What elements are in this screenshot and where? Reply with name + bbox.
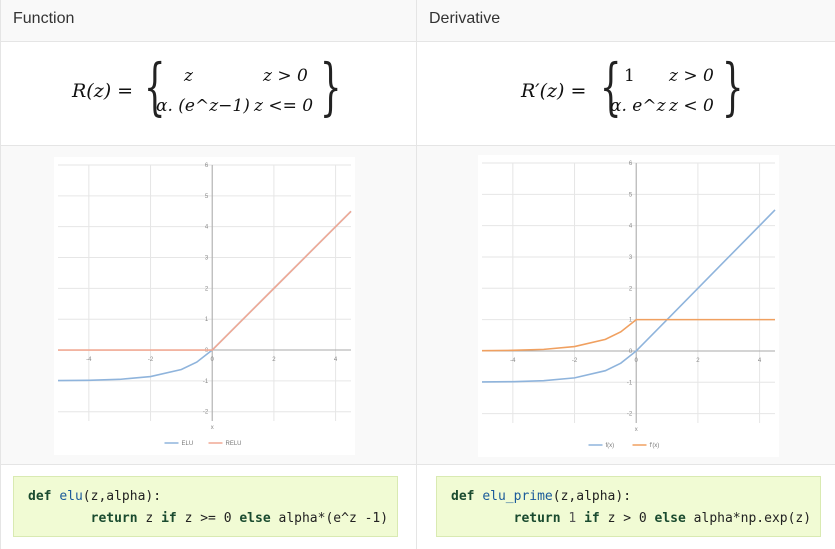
table-header-row: Function Derivative <box>1 0 835 42</box>
code-keyword-if: if <box>161 511 177 526</box>
derivative-chart-svg: -4 -2 0 2 4 -2 -1 0 1 2 3 4 5 6 x f(x) f'(x) <box>481 161 776 449</box>
series-line <box>57 210 352 382</box>
formula-case2-value: α. e^z <box>610 96 666 116</box>
series-line <box>481 318 775 352</box>
code-body-c: alpha*(e^z -1) <box>278 511 389 526</box>
formula-case1-value: z <box>184 66 193 86</box>
legend-label: ELU <box>182 441 194 447</box>
series-line <box>481 209 776 383</box>
formula-lhs: R′(z) = <box>521 80 587 102</box>
derivative-code-cell: def elu_prime(z,alpha): return 1 if z > … <box>417 465 835 549</box>
y-tick-label: 0 <box>629 349 633 355</box>
y-tick-label: 0 <box>205 348 209 354</box>
derivative-formula: R′(z) = { 1 z > 0 α. e^z z < 0 } <box>417 42 835 145</box>
charts-row: -4 -2 0 2 4 -2 -1 0 1 2 3 4 5 6 x ELU RELU -4 -2 0 2 4 -2 -1 0 1… <box>1 146 835 465</box>
y-tick-label: -1 <box>627 380 633 386</box>
function-code-block: def elu(z,alpha): return z if z >= 0 els… <box>13 476 398 537</box>
formula-case2-cond: z <= 0 <box>254 96 314 116</box>
right-brace: } <box>319 50 342 123</box>
x-tick-label: 0 <box>635 358 639 364</box>
code-keyword-else: else <box>239 511 271 526</box>
code-function-name: elu <box>59 489 83 504</box>
function-chart-svg: -4 -2 0 2 4 -2 -1 0 1 2 3 4 5 6 x ELU RELU <box>57 163 352 447</box>
function-chart: -4 -2 0 2 4 -2 -1 0 1 2 3 4 5 6 x ELU RELU <box>54 157 355 455</box>
code-signature: (z,alpha): <box>552 489 632 504</box>
code-keyword-else: else <box>654 511 686 526</box>
y-tick-label: 1 <box>629 318 633 324</box>
y-tick-label: 6 <box>205 163 209 169</box>
y-tick-label: 5 <box>629 192 633 198</box>
code-function-name: elu_prime <box>482 489 553 504</box>
formula-lhs: R(z) = <box>72 80 134 102</box>
y-tick-label: 4 <box>205 225 209 231</box>
formula-row: R(z) = { z z > 0 α. (e^z−1) z <= 0 } R′(… <box>1 42 835 146</box>
code-body-a: 1 <box>568 511 577 526</box>
legend-label: f'(x) <box>650 443 660 449</box>
derivative-chart: -4 -2 0 2 4 -2 -1 0 1 2 3 4 5 6 x f(x) f'(x) <box>478 155 779 457</box>
y-tick-label: 6 <box>629 161 633 167</box>
x-tick-label: 0 <box>211 357 215 363</box>
code-body-b: z >= 0 <box>184 511 232 526</box>
y-tick-label: 4 <box>629 224 633 230</box>
function-formula: R(z) = { z z > 0 α. (e^z−1) z <= 0 } <box>1 42 417 145</box>
legend-label: RELU <box>226 441 242 447</box>
function-code-cell: def elu(z,alpha): return z if z >= 0 els… <box>1 465 417 549</box>
x-tick-label: 4 <box>758 358 762 364</box>
code-signature: (z,alpha): <box>82 489 162 504</box>
x-tick-label: -2 <box>572 358 578 364</box>
series-line <box>58 210 352 351</box>
header-function: Function <box>1 0 417 41</box>
code-body-a: z <box>145 511 154 526</box>
y-tick-label: -2 <box>203 410 209 416</box>
header-derivative: Derivative <box>429 10 501 27</box>
x-tick-label: -4 <box>86 357 92 363</box>
legend-label: f(x) <box>606 443 615 449</box>
code-keyword-def: def <box>28 489 52 504</box>
derivative-code-block: def elu_prime(z,alpha): return 1 if z > … <box>436 476 821 537</box>
y-tick-label: 3 <box>629 255 633 261</box>
y-tick-label: 5 <box>205 194 209 200</box>
code-body-b: z > 0 <box>607 511 647 526</box>
formula-case2-cond: z < 0 <box>669 96 714 116</box>
left-brace: { <box>599 50 622 123</box>
code-keyword-return: return <box>90 511 138 526</box>
code-keyword-if: if <box>584 511 600 526</box>
x-tick-label: 4 <box>334 357 338 363</box>
y-tick-label: 1 <box>205 317 209 323</box>
y-tick-label: 3 <box>205 256 209 262</box>
derivative-chart-cell: -4 -2 0 2 4 -2 -1 0 1 2 3 4 5 6 x f(x) f'(x) <box>417 146 835 464</box>
y-tick-label: 2 <box>629 286 633 292</box>
code-keyword-return: return <box>513 511 561 526</box>
code-keyword-def: def <box>451 489 475 504</box>
formula-case1-cond: z > 0 <box>669 66 714 86</box>
formula-case1-value: 1 <box>624 66 635 86</box>
x-axis-label: x <box>211 425 214 431</box>
right-brace: } <box>721 50 744 123</box>
y-tick-label: -2 <box>627 412 633 418</box>
x-tick-label: -2 <box>148 357 154 363</box>
x-tick-label: 2 <box>696 358 700 364</box>
formula-case2-value: α. (e^z−1) <box>156 96 250 116</box>
left-brace: { <box>143 50 166 123</box>
x-axis-label: x <box>635 427 638 433</box>
code-row: def elu(z,alpha): return z if z >= 0 els… <box>1 465 835 549</box>
x-tick-label: -4 <box>510 358 516 364</box>
y-tick-label: -1 <box>203 379 209 385</box>
function-chart-cell: -4 -2 0 2 4 -2 -1 0 1 2 3 4 5 6 x ELU RELU <box>1 146 417 464</box>
x-tick-label: 2 <box>272 357 276 363</box>
y-tick-label: 2 <box>205 286 209 292</box>
formula-case1-cond: z > 0 <box>263 66 308 86</box>
code-body-c: alpha*np.exp(z) <box>693 511 812 526</box>
